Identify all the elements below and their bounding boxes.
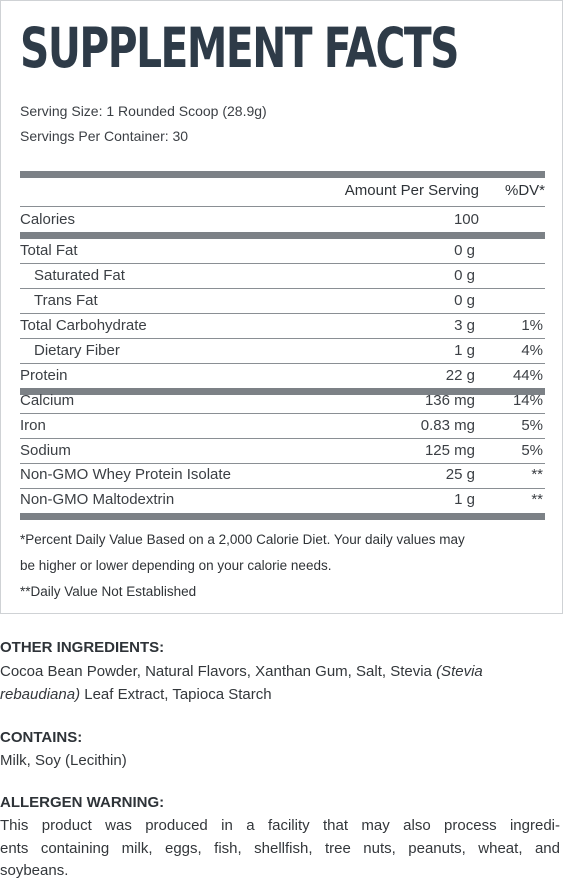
ingredients-line-2: Leaf Extract, Tapioca Starch: [80, 685, 272, 703]
nutrient-name: Calcium: [20, 392, 75, 409]
servings-per-container: Servings Per Container: 30: [20, 128, 189, 144]
panel-title: SUPPLEMENT FACTS: [20, 16, 459, 80]
table-row: Iron 0.83 mg 5%: [20, 414, 545, 438]
divider-thick: [20, 232, 545, 239]
contains-heading: CONTAINS:: [0, 729, 83, 746]
table-row: Protein 22 g 44%: [20, 364, 545, 388]
nutrient-name: Total Carbohydrate: [20, 317, 147, 334]
amount-header: Amount Per Serving: [344, 182, 479, 199]
divider: [20, 338, 545, 339]
nutrient-dv: 44%: [512, 367, 543, 384]
nutrient-amount: 0.83 mg: [420, 417, 475, 434]
table-row: Total Fat 0 g: [20, 239, 545, 263]
nutrient-name: Sodium: [20, 442, 71, 459]
divider-thick-top: [20, 171, 545, 178]
nutrient-amount: 3 g: [454, 317, 475, 334]
allergen-line-2: ents containing milk, eggs, fish, shellf…: [0, 839, 560, 857]
nutrient-name: Calories: [20, 211, 76, 228]
allergen-line-1: This product was produced in a facility …: [0, 817, 560, 834]
nutrient-amount: 125 mg: [424, 442, 475, 459]
allergen-line-3: soybeans.: [0, 862, 69, 879]
supplement-facts-panel: SUPPLEMENT FACTS Serving Size: 1 Rounded…: [0, 0, 563, 614]
divider-thick-bottom: [20, 513, 545, 520]
divider: [20, 206, 545, 207]
other-ingredients-text: Cocoa Bean Powder, Natural Flavors, Xant…: [0, 661, 560, 706]
nutrient-amount: 1 g: [454, 491, 475, 508]
table-row: Saturated Fat 0 g: [20, 264, 545, 288]
nutrient-amount: 22 g: [445, 367, 475, 384]
other-ingredients-heading: OTHER INGREDIENTS:: [0, 639, 165, 656]
nutrient-dv: 1%: [521, 317, 543, 334]
footnote-not-established: **Daily Value Not Established: [20, 584, 197, 599]
table-row: Non-GMO Whey Protein Isolate 25 g **: [20, 463, 545, 487]
nutrient-amount: 0 g: [454, 292, 475, 309]
nutrient-dv: 4%: [521, 342, 543, 359]
nutrient-dv: **: [531, 491, 543, 508]
divider: [20, 413, 545, 414]
dv-header: %DV*: [504, 182, 545, 199]
ingredients-line-1: Cocoa Bean Powder, Natural Flavors, Xant…: [0, 663, 437, 680]
nutrient-amount: 25 g: [445, 466, 475, 483]
nutrient-name: Non-GMO Maltodextrin: [20, 491, 175, 508]
nutrient-name: Total Fat: [20, 242, 78, 259]
table-row: Calories 100: [20, 208, 545, 232]
divider: [20, 488, 545, 489]
nutrient-name: Saturated Fat: [34, 267, 125, 284]
footnote-dv-cont: be higher or lower depending on your cal…: [20, 558, 332, 573]
table-row: Non-GMO Maltodextrin 1 g **: [20, 488, 545, 512]
nutrient-name: Protein: [20, 367, 68, 384]
table-row: Sodium 125 mg 5%: [20, 439, 545, 463]
divider: [20, 463, 545, 464]
nutrient-amount: 1 g: [454, 342, 475, 359]
allergen-warning-text: This product was produced in a facility …: [0, 815, 560, 883]
nutrient-dv: 14%: [512, 392, 543, 409]
contains-line: Milk, Soy (Lecithin): [0, 752, 127, 769]
serving-size: Serving Size: 1 Rounded Scoop (28.9g): [20, 103, 267, 119]
nutrient-dv: 5%: [521, 442, 543, 459]
nutrient-name: Dietary Fiber: [34, 342, 120, 359]
divider: [20, 313, 545, 314]
table-header: Amount Per Serving %DV*: [20, 179, 545, 203]
nutrient-amount: 0 g: [454, 267, 475, 284]
nutrient-name: Non-GMO Whey Protein Isolate: [20, 466, 231, 483]
nutrient-dv: **: [531, 466, 543, 483]
ingredients-line-2-italic: rebaudiana): [0, 685, 81, 703]
footnote-dv: *Percent Daily Value Based on a 2,000 Ca…: [20, 532, 465, 547]
allergen-warning-heading: ALLERGEN WARNING:: [0, 794, 165, 811]
divider: [20, 263, 545, 264]
divider-thick: [20, 388, 545, 395]
nutrient-dv: 5%: [521, 417, 543, 434]
table-row: Trans Fat 0 g: [20, 289, 545, 313]
table-row: Calcium 136 mg 14%: [20, 389, 545, 413]
nutrient-name: Iron: [20, 417, 46, 434]
contains-text: Milk, Soy (Lecithin): [0, 750, 560, 773]
nutrient-amount: 0 g: [454, 242, 475, 259]
table-row: Dietary Fiber 1 g 4%: [20, 339, 545, 363]
divider: [20, 288, 545, 289]
nutrient-amount: 136 mg: [424, 392, 475, 409]
nutrient-name: Trans Fat: [34, 292, 98, 309]
table-row: Total Carbohydrate 3 g 1%: [20, 314, 545, 338]
nutrient-amount: 100: [453, 211, 479, 228]
divider: [20, 438, 545, 439]
ingredients-line-1-italic: (Stevia: [436, 663, 483, 680]
divider: [20, 363, 545, 364]
